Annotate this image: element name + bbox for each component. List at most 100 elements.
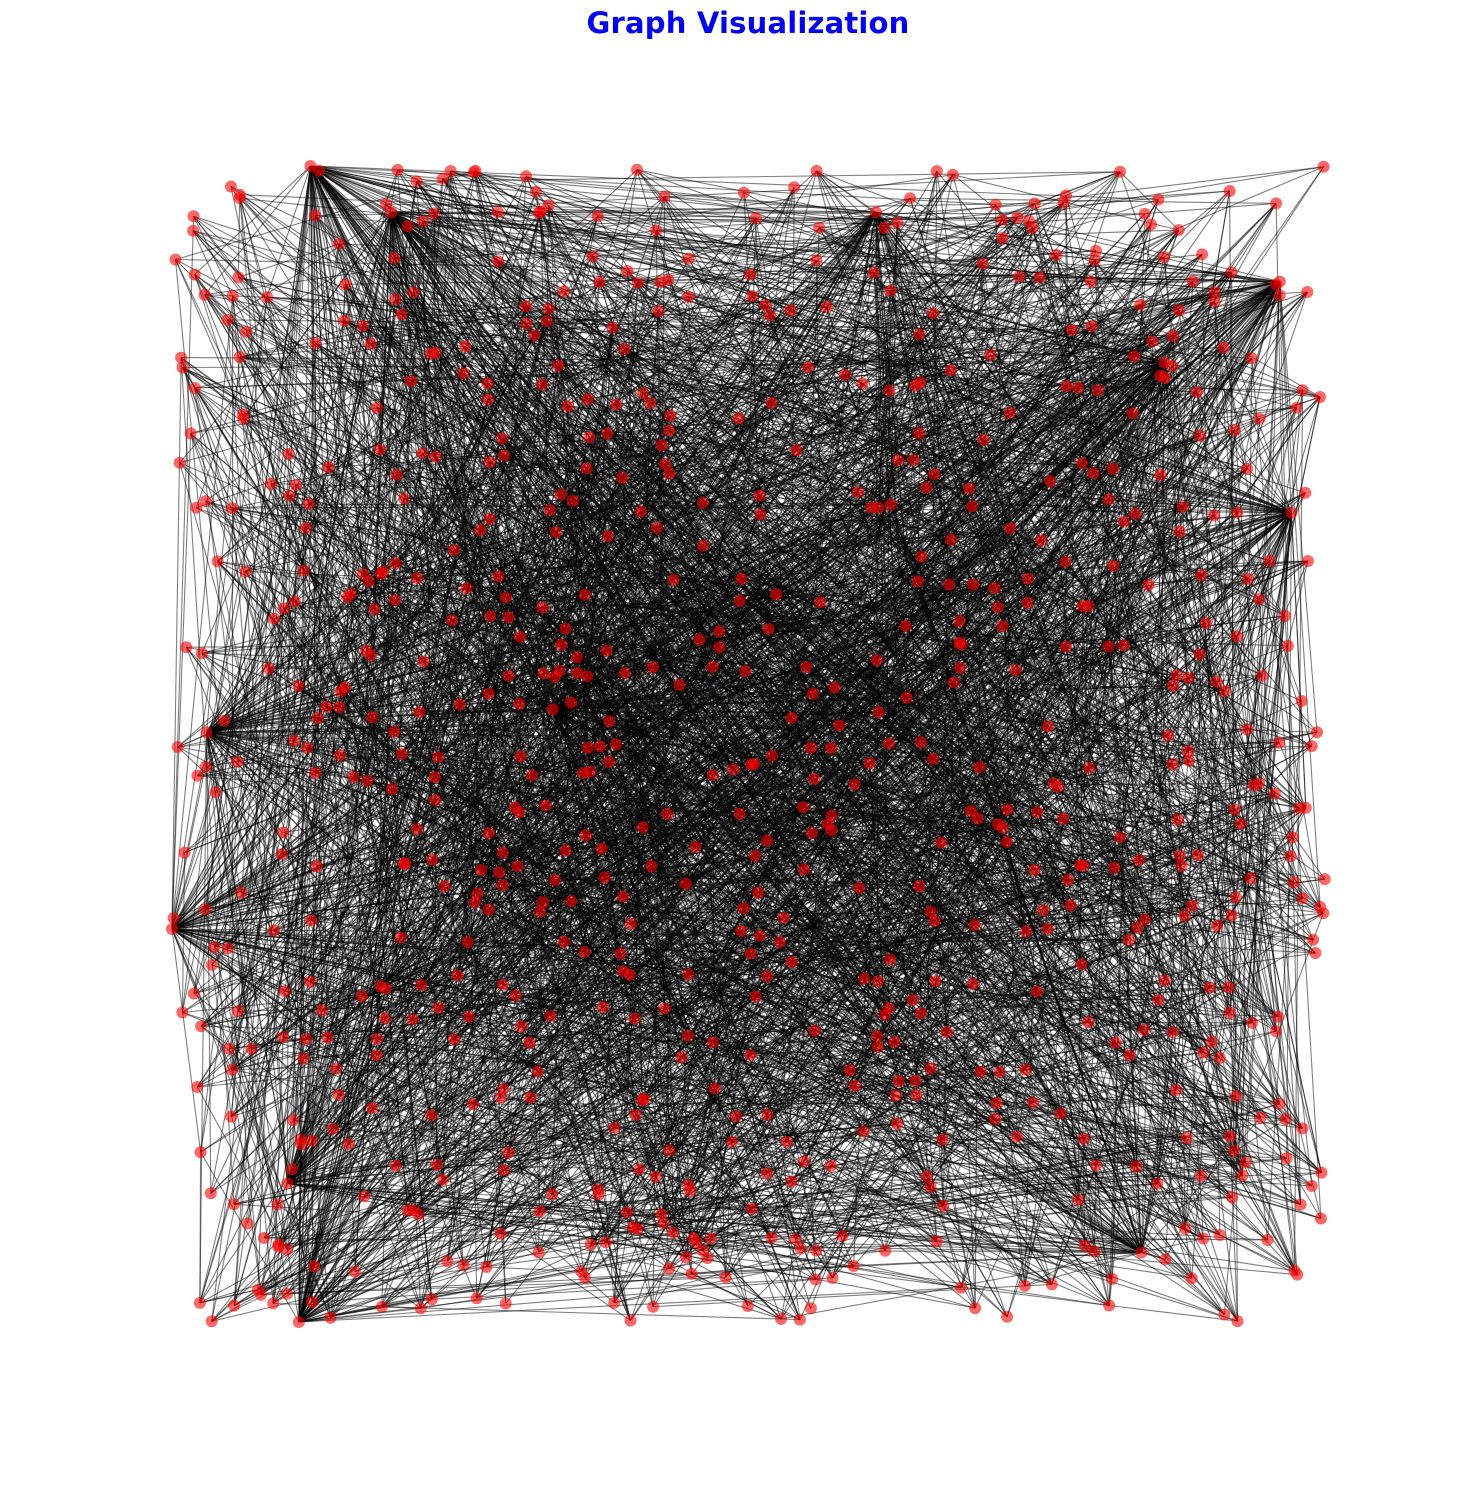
graph-node: [1065, 323, 1078, 336]
graph-node: [495, 432, 508, 445]
graph-node: [1028, 197, 1041, 210]
graph-edge: [393, 257, 687, 885]
graph-node: [463, 1010, 475, 1023]
graph-node: [532, 1246, 545, 1259]
graph-edge: [273, 929, 931, 1188]
graph-node: [991, 601, 1004, 614]
graph-node: [537, 667, 550, 680]
graph-node: [539, 799, 552, 812]
graph-node: [608, 1121, 621, 1134]
graph-edge: [634, 769, 734, 1019]
graph-edge: [584, 818, 1064, 1279]
graph-edge: [233, 842, 942, 1307]
graph-node: [1309, 947, 1322, 959]
graph-edge: [687, 170, 938, 1186]
graph-node: [395, 747, 408, 760]
graph-node: [302, 498, 315, 510]
graph-node: [825, 742, 838, 755]
graph-node: [687, 1232, 700, 1245]
graph-node: [444, 165, 457, 177]
graph-edge: [664, 196, 876, 213]
graph-node: [209, 786, 222, 799]
graph-node: [635, 505, 647, 518]
graph-edge: [298, 1010, 323, 1323]
graph-edge: [206, 724, 840, 733]
graph-node: [411, 572, 423, 584]
graph-node: [655, 439, 668, 452]
graph-node: [428, 771, 441, 784]
graph-node: [429, 794, 442, 807]
graph-edge: [223, 514, 1215, 722]
graph-node: [955, 1281, 968, 1294]
graph-node: [1307, 933, 1320, 946]
graph-node: [578, 588, 591, 601]
graph-edge: [660, 250, 1097, 283]
graph-node: [984, 348, 997, 361]
graph-edge: [808, 312, 934, 368]
graph-node: [603, 715, 616, 728]
graph-node: [575, 1265, 588, 1278]
graph-edge: [335, 224, 1152, 1069]
graph-node: [1045, 1278, 1058, 1291]
graph-edge: [687, 195, 1067, 1186]
graph-edge: [273, 580, 370, 620]
graph-node: [494, 1091, 507, 1104]
graph-node: [1167, 330, 1180, 342]
graph-edge: [171, 433, 192, 930]
graph-node: [744, 947, 757, 960]
graph-node: [1084, 275, 1097, 288]
graph-edge: [394, 299, 689, 1036]
graph-edge: [395, 296, 689, 300]
graph-edge: [298, 920, 936, 1323]
graph-node: [537, 896, 550, 909]
graph-edge: [502, 915, 1185, 986]
graph-edge: [416, 170, 452, 830]
graph-node: [924, 1062, 937, 1075]
graph-node: [621, 1206, 633, 1219]
graph-node: [1210, 675, 1223, 688]
graph-node: [389, 1159, 402, 1172]
graph-node: [990, 1097, 1003, 1109]
graph-node: [195, 1020, 208, 1033]
graph-node: [1020, 925, 1033, 938]
graph-node: [1031, 985, 1043, 998]
graph-node: [498, 449, 511, 462]
graph-edge: [500, 281, 1281, 1235]
graph-node: [546, 703, 559, 716]
graph-edge: [282, 211, 542, 1038]
graph-node: [1041, 922, 1054, 935]
graph-edge: [858, 222, 898, 888]
graph-edge: [738, 418, 928, 1177]
graph-node: [281, 1287, 293, 1300]
graph-node: [366, 1102, 379, 1114]
graph-edge: [652, 527, 1011, 668]
graph-node: [945, 533, 958, 546]
graph-node: [1208, 295, 1221, 308]
graph-edge: [453, 429, 1236, 1040]
graph-node: [1299, 486, 1312, 499]
graph-edge: [315, 342, 1090, 769]
graph-edge: [372, 1107, 1052, 1285]
graph-edge: [434, 777, 438, 1165]
graph-edge: [936, 170, 1134, 414]
graph-edge: [327, 622, 1207, 1038]
graph-node: [1272, 1010, 1285, 1023]
graph-node: [1123, 1049, 1136, 1062]
graph-edge: [759, 495, 1018, 1138]
graph-node: [474, 524, 487, 537]
graph-node: [459, 340, 472, 353]
graph-node: [292, 1316, 305, 1328]
graph-node: [272, 1238, 285, 1251]
graph-edge: [370, 227, 885, 345]
graph-edge: [486, 560, 1309, 1268]
graph-edge: [343, 320, 510, 677]
graph-node: [647, 1300, 660, 1313]
graph-node: [966, 500, 979, 513]
graph-node: [425, 347, 437, 360]
graph-edge: [615, 743, 1268, 1241]
graph-node: [1021, 572, 1034, 585]
graph-edge: [416, 180, 1184, 508]
graph-node: [1166, 758, 1179, 771]
graph-edge: [227, 281, 1281, 949]
graph-edge: [380, 687, 835, 987]
